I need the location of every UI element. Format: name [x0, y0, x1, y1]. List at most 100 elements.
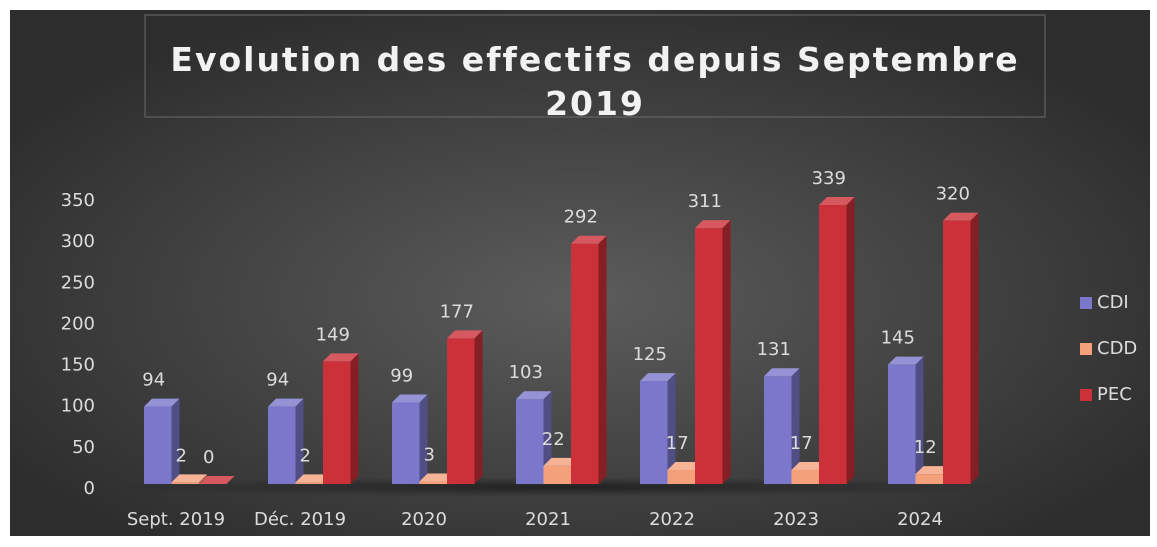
value-label: 3 [424, 445, 435, 466]
bar-top [295, 474, 331, 483]
legend-label: PEC [1097, 384, 1132, 405]
bar-top [419, 473, 455, 482]
bar [323, 353, 359, 484]
bar-front [323, 361, 351, 484]
bar-side [295, 398, 304, 484]
bar-side [722, 220, 731, 484]
value-label: 94 [266, 370, 289, 391]
bar-side [199, 474, 207, 484]
bar [695, 220, 731, 484]
bar [571, 235, 607, 484]
y-tick-label: 0 [84, 478, 95, 499]
value-label: 177 [440, 301, 474, 322]
bar [171, 474, 207, 484]
legend-swatch [1080, 389, 1092, 401]
bar-top [819, 197, 855, 206]
bar [943, 212, 979, 484]
bar [199, 476, 235, 484]
bar [888, 356, 924, 484]
value-label: 22 [542, 429, 565, 450]
bar-top [543, 457, 579, 466]
bar-front [695, 228, 723, 484]
value-label: 145 [881, 328, 915, 349]
value-label: 99 [390, 366, 413, 387]
legend-label: CDD [1097, 338, 1137, 359]
bar-side [846, 197, 855, 484]
value-label: 17 [790, 433, 813, 454]
bar-top [571, 235, 607, 244]
bar-front [392, 402, 420, 484]
y-tick-label: 200 [61, 313, 95, 334]
value-label: 125 [633, 344, 667, 365]
bar-top [695, 220, 731, 229]
bar [447, 330, 483, 484]
x-tick-label: 2023 [773, 509, 819, 530]
bar-top [392, 394, 428, 403]
bar-side [474, 330, 483, 484]
x-tick-label: 2022 [649, 509, 695, 530]
bar-front [419, 481, 447, 484]
bar-top [171, 474, 207, 483]
value-label: 131 [757, 339, 791, 360]
bar-top [447, 330, 483, 339]
bar [516, 391, 552, 484]
bar-top [915, 466, 951, 475]
bar-top [667, 462, 703, 471]
bar-front [943, 220, 971, 484]
bar [392, 394, 428, 484]
bar-top [943, 212, 979, 221]
bar [144, 398, 180, 484]
bar-side [419, 394, 428, 484]
bar-top [516, 391, 552, 400]
bar-front [171, 482, 199, 484]
bar [640, 373, 676, 484]
bar-top [268, 398, 304, 407]
value-label: 0 [203, 447, 214, 468]
value-label: 2 [300, 445, 311, 466]
bar-front [516, 399, 544, 484]
x-tick-label: Sept. 2019 [127, 509, 225, 530]
bar-top [888, 356, 924, 365]
y-tick-label: 100 [61, 396, 95, 417]
value-label: 320 [936, 184, 970, 205]
y-tick-label: 300 [61, 231, 95, 252]
chart-title: Evolution des effectifs depuis Septembre… [170, 40, 1020, 123]
bar-front [144, 406, 172, 484]
value-label: 103 [509, 362, 543, 383]
legend-swatch [1080, 297, 1092, 309]
value-label: 149 [316, 324, 350, 345]
y-tick-label: 250 [61, 272, 95, 293]
bar-front [915, 474, 943, 484]
bar-side [667, 373, 676, 484]
value-label: 17 [666, 433, 689, 454]
x-tick-label: 2024 [897, 509, 943, 530]
bar-front [667, 470, 695, 484]
x-tick-label: 2020 [401, 509, 447, 530]
x-tick-label: Déc. 2019 [254, 509, 346, 530]
bar-top [764, 368, 800, 377]
value-label: 12 [914, 437, 937, 458]
bar-top [323, 353, 359, 362]
bar-front [447, 338, 475, 484]
bar [268, 398, 304, 484]
value-label: 339 [812, 168, 846, 189]
bar-top [144, 398, 180, 407]
y-tick-label: 150 [61, 355, 95, 376]
bar-side [791, 368, 800, 484]
y-tick-label: 50 [72, 437, 95, 458]
bar-front [791, 470, 819, 484]
bar-side [350, 353, 359, 484]
value-label: 311 [688, 191, 722, 212]
bar-front [640, 381, 668, 484]
legend-label: CDI [1097, 292, 1129, 313]
bar-front [764, 376, 792, 484]
x-tick-label: 2021 [525, 509, 571, 530]
bar-front [571, 243, 599, 484]
value-label: 292 [564, 207, 598, 228]
bar [819, 197, 855, 484]
bar-side [915, 356, 924, 484]
bar-front [819, 205, 847, 484]
bar-front [888, 364, 916, 484]
bar-top [640, 373, 676, 382]
